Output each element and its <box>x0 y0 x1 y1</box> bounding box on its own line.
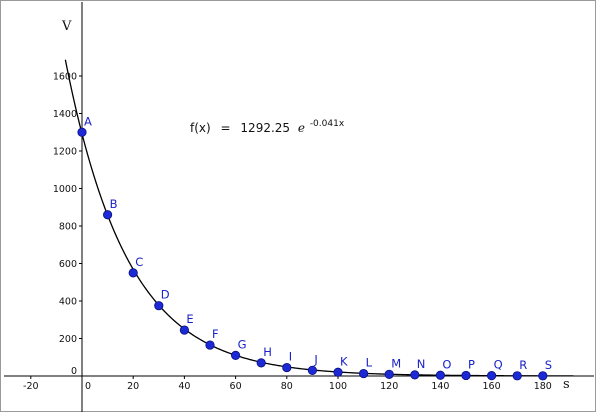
y-tick-label: 1400 <box>53 109 77 120</box>
function-equals: = <box>221 121 231 135</box>
point-label: I <box>289 350 292 364</box>
y-tick-label: 200 <box>59 334 77 345</box>
point-r[interactable] <box>512 371 522 381</box>
point-f[interactable] <box>205 340 215 350</box>
point-label: R <box>519 358 527 372</box>
point-label: D <box>161 288 170 302</box>
y-tick-label: 1000 <box>53 184 77 195</box>
point-label: P <box>468 357 475 371</box>
point-label: A <box>84 114 92 128</box>
point-i[interactable] <box>282 362 292 373</box>
y-axis-label: V <box>61 19 72 34</box>
point-e[interactable] <box>179 325 189 335</box>
point-j[interactable] <box>307 365 317 375</box>
point-label: N <box>417 357 426 371</box>
x-axis-label: s <box>563 377 570 392</box>
point-c[interactable] <box>128 268 138 278</box>
point-label: E <box>186 312 193 326</box>
x-tick-label: 40 <box>178 381 190 392</box>
point-k[interactable] <box>333 367 343 377</box>
point-label: O <box>442 357 451 371</box>
x-tick-label: 140 <box>431 381 449 392</box>
point-label: S <box>545 358 552 372</box>
point-label: C <box>135 255 143 269</box>
x-tick-label: 100 <box>329 381 347 392</box>
point-m[interactable] <box>384 369 394 379</box>
point-h[interactable] <box>256 358 266 368</box>
point-label: G <box>238 337 247 351</box>
point-label: K <box>340 354 348 368</box>
function-equation[interactable]: f(x) = 1292.25 e -0.041x <box>190 119 345 135</box>
function-name: f(x) <box>190 121 211 135</box>
point-p[interactable] <box>461 370 471 381</box>
x-tick-label: 20 <box>127 381 139 392</box>
point-d[interactable] <box>154 301 164 311</box>
y-tick-label: 400 <box>59 297 77 308</box>
point-b[interactable] <box>103 210 113 220</box>
point-label: F <box>212 327 219 341</box>
point-label: L <box>366 356 373 370</box>
point-label: J <box>313 352 317 366</box>
function-base: e <box>298 121 305 135</box>
data-points[interactable]: A B C D E F G H I J K L M N O P Q R S <box>77 114 552 381</box>
point-s[interactable] <box>538 371 548 381</box>
x-tick-label: 180 <box>534 381 552 392</box>
y-tick-marks: 0 200 400 600 800 1000 1200 1400 1600 <box>53 72 82 377</box>
x-tick-label: -20 <box>23 381 39 392</box>
y-tick-label: 1600 <box>53 72 77 83</box>
y-tick-label: 0 <box>71 366 77 377</box>
point-g[interactable] <box>231 350 241 360</box>
x-tick-label: 60 <box>230 381 242 392</box>
axes: -20 0 20 40 60 80 100 120 140 160 180 0 200 400 600 80… <box>4 2 594 412</box>
y-tick-label: 1200 <box>53 147 77 158</box>
point-label: Q <box>494 358 503 372</box>
point-o[interactable] <box>435 370 445 380</box>
x-tick-label: 160 <box>483 381 501 392</box>
y-tick-label: 800 <box>59 222 77 233</box>
point-n[interactable] <box>410 370 420 380</box>
point-label: B <box>110 197 118 211</box>
x-tick-label: 120 <box>380 381 398 392</box>
point-label: M <box>391 356 401 370</box>
x-tick-label: 80 <box>281 381 293 392</box>
point-l[interactable] <box>358 368 369 379</box>
point-label: H <box>263 345 272 359</box>
y-tick-label: 600 <box>59 259 77 270</box>
point-q[interactable] <box>486 371 497 381</box>
point-a[interactable] <box>77 127 87 137</box>
x-tick-label: 0 <box>85 381 91 392</box>
exponential-curve[interactable] <box>64 59 574 377</box>
x-tick-marks: -20 0 20 40 60 80 100 120 140 160 180 <box>23 376 552 392</box>
function-exponent: -0.041x <box>310 119 345 129</box>
function-coefficient: 1292.25 <box>240 121 290 135</box>
